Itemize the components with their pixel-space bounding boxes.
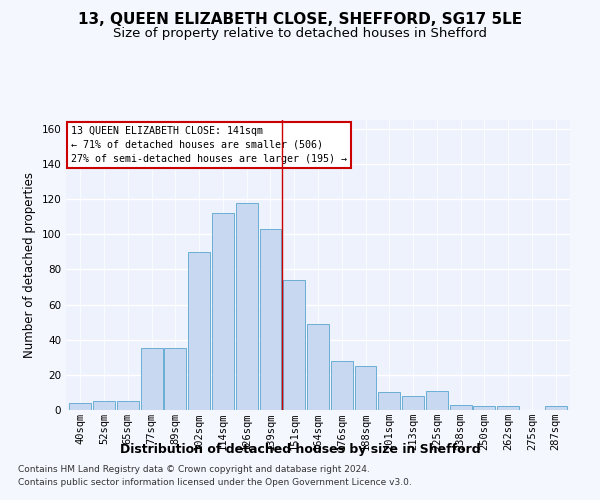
Bar	[140, 348, 163, 410]
Bar	[545, 406, 566, 410]
Text: Size of property relative to detached houses in Shefford: Size of property relative to detached ho…	[113, 28, 487, 40]
Text: Contains HM Land Registry data © Crown copyright and database right 2024.: Contains HM Land Registry data © Crown c…	[18, 466, 370, 474]
Y-axis label: Number of detached properties: Number of detached properties	[23, 172, 36, 358]
Bar	[117, 401, 139, 410]
Bar	[331, 361, 353, 410]
Bar	[260, 229, 281, 410]
Bar	[212, 213, 234, 410]
Text: 13, QUEEN ELIZABETH CLOSE, SHEFFORD, SG17 5LE: 13, QUEEN ELIZABETH CLOSE, SHEFFORD, SG1…	[78, 12, 522, 28]
Text: Distribution of detached houses by size in Shefford: Distribution of detached houses by size …	[119, 442, 481, 456]
Bar	[236, 202, 257, 410]
Bar	[188, 252, 210, 410]
Bar	[450, 404, 472, 410]
Bar	[307, 324, 329, 410]
Bar	[70, 403, 91, 410]
Bar	[402, 396, 424, 410]
Bar	[355, 366, 376, 410]
Bar	[473, 406, 496, 410]
Bar	[283, 280, 305, 410]
Bar	[379, 392, 400, 410]
Text: Contains public sector information licensed under the Open Government Licence v3: Contains public sector information licen…	[18, 478, 412, 487]
Bar	[93, 401, 115, 410]
Text: 13 QUEEN ELIZABETH CLOSE: 141sqm
← 71% of detached houses are smaller (506)
27% : 13 QUEEN ELIZABETH CLOSE: 141sqm ← 71% o…	[71, 126, 347, 164]
Bar	[497, 406, 519, 410]
Bar	[426, 390, 448, 410]
Bar	[164, 348, 186, 410]
